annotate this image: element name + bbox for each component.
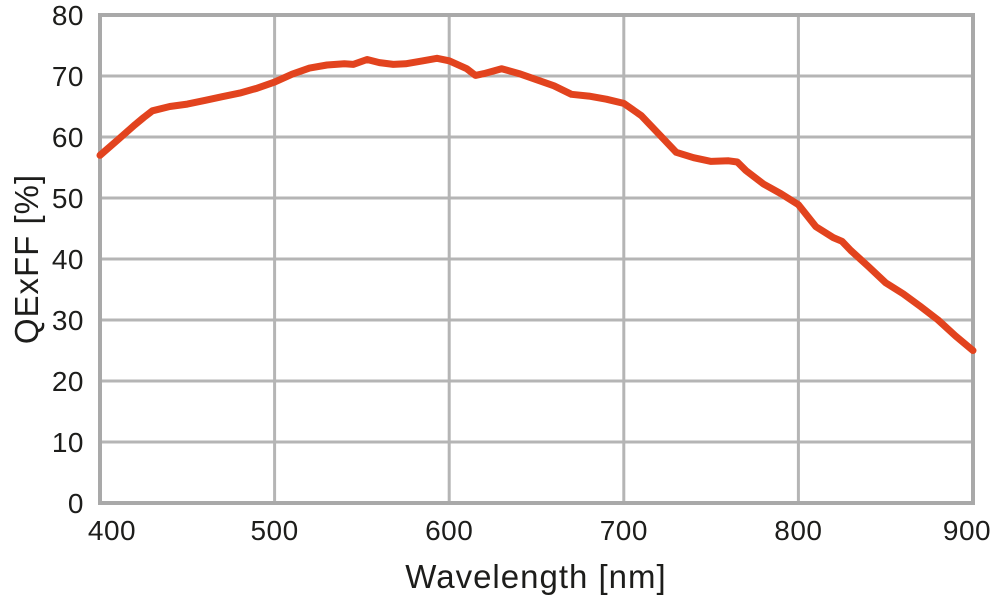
y-tick-label: 30 xyxy=(52,305,84,336)
qe-curve xyxy=(96,54,977,354)
x-tick-label: 600 xyxy=(425,515,473,546)
y-tick-label: 20 xyxy=(52,366,84,397)
y-tick-label: 60 xyxy=(52,122,84,153)
y-tick-label: 50 xyxy=(52,183,84,214)
y-tick-label: 0 xyxy=(68,488,84,519)
x-tick-label: 700 xyxy=(600,515,648,546)
x-axis-title: Wavelength [nm] xyxy=(405,558,666,595)
y-axis-tick-labels: 0 10 20 30 40 50 60 70 80 xyxy=(52,0,84,519)
x-tick-label: 800 xyxy=(774,515,822,546)
x-tick-label: 500 xyxy=(250,515,298,546)
x-tick-label: 400 xyxy=(88,515,136,546)
x-axis-tick-labels: 400 500 600 700 800 900 xyxy=(88,515,991,546)
x-tick-label: 900 xyxy=(943,515,991,546)
y-tick-label: 80 xyxy=(52,0,84,31)
y-tick-label: 10 xyxy=(52,427,84,458)
y-axis-title: QExFF [%] xyxy=(8,174,45,344)
plot-border xyxy=(98,13,975,505)
y-tick-label: 70 xyxy=(52,61,84,92)
gridlines xyxy=(98,13,975,505)
y-tick-label: 40 xyxy=(52,244,84,275)
